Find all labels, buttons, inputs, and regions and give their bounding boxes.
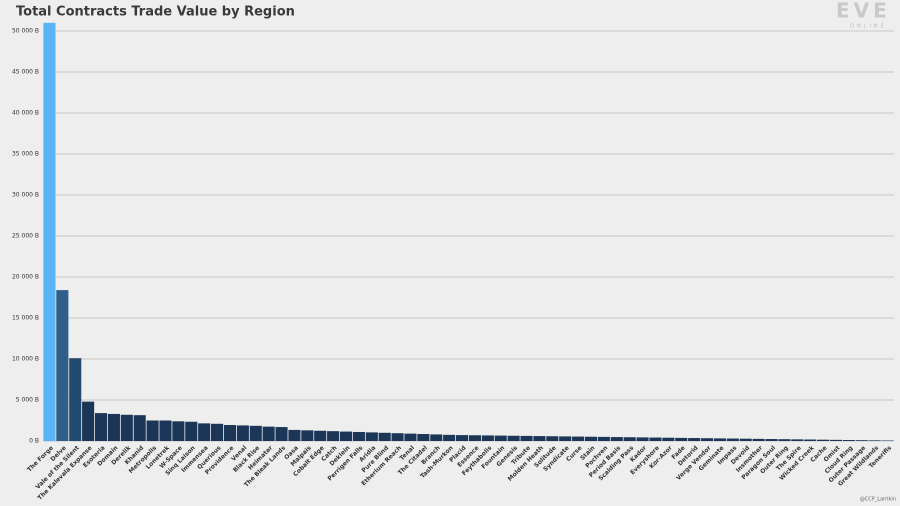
bar [262,426,275,441]
bar [868,440,881,441]
bar [559,436,572,441]
bar [765,439,778,441]
bar [842,440,855,441]
bar [236,425,249,441]
y-tick-label: 10 000 B [12,356,39,363]
bar [56,290,69,441]
bar [417,434,430,441]
bar [700,438,714,441]
bar [288,429,301,441]
bar [855,440,868,441]
bar [120,414,133,441]
bar [275,427,288,441]
bar [133,415,146,441]
bar [301,430,314,441]
bar [249,425,262,441]
y-tick-label: 5 000 B [16,397,39,404]
y-tick-label: 45 000 B [12,69,39,76]
bar [584,436,598,441]
bar [610,437,623,441]
bar [817,439,830,441]
y-tick-label: 40 000 B [12,110,39,117]
bar [713,438,726,441]
bar [456,435,469,441]
bar [481,435,494,441]
bar [159,420,172,441]
y-tick-label: 25 000 B [12,233,39,240]
bar [94,413,108,441]
y-tick-label: 0 B [29,438,39,445]
bar [636,437,649,441]
bar [829,439,843,441]
bar [223,425,237,441]
bar [443,434,456,441]
bar [378,432,391,441]
bar [365,432,378,441]
bar [623,437,636,441]
logo: EVE [836,0,891,23]
bar [43,22,56,442]
bar [520,435,533,441]
bar [597,436,610,441]
bar [327,431,340,441]
bar [494,435,507,441]
bar [572,436,585,441]
bar [739,438,752,441]
bar [211,423,224,441]
bar [430,434,443,441]
y-tick-label: 50 000 B [12,28,39,35]
y-tick-label: 35 000 B [12,151,39,158]
bar [172,421,185,441]
bar [69,358,82,441]
bar [533,436,546,441]
logo-sub: ONLINE [850,24,887,30]
bar [804,439,817,441]
bar [146,420,159,441]
y-tick-label: 30 000 B [12,192,39,199]
bar [791,439,804,441]
credit: @CCP_Larrikin [860,497,896,503]
bar [778,439,791,441]
bar [314,430,327,441]
bar [352,431,365,441]
bar [185,421,198,441]
y-tick-label: 20 000 B [12,274,39,281]
bar [546,436,559,441]
bar [507,435,520,441]
bar [404,433,417,441]
bar [649,437,662,441]
bar [662,437,675,441]
bar [82,401,95,441]
bar [675,437,688,441]
bar [339,431,353,441]
chart-title: Total Contracts Trade Value by Region [16,5,295,20]
bar [726,438,739,441]
y-tick-label: 15 000 B [12,315,39,322]
bar [198,423,211,441]
bar [752,438,765,441]
bar [688,438,701,441]
bar [468,435,481,441]
bar [107,413,120,441]
bar [391,433,404,441]
